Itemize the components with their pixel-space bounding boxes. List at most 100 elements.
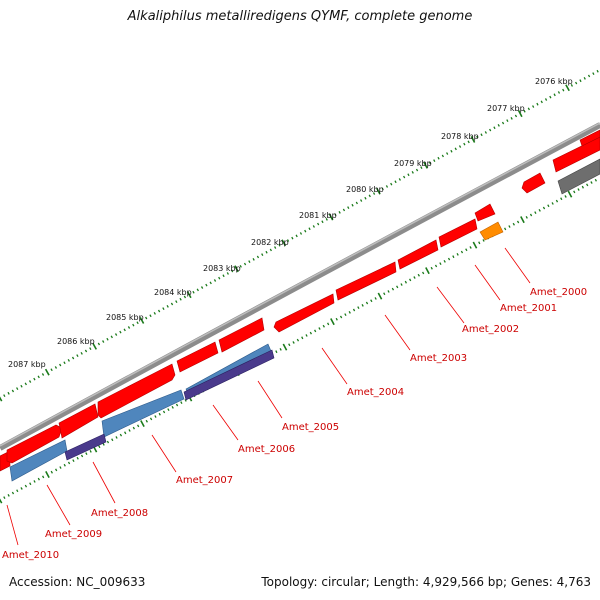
inner-scale-tick xyxy=(42,475,45,479)
inner-scale-tick xyxy=(472,241,478,249)
inner-scale-tick xyxy=(361,303,364,307)
outer-scale-tick xyxy=(213,279,217,282)
outer-scale-tick xyxy=(239,264,242,268)
leader-amet-2008 xyxy=(92,461,116,504)
inner-scale-tick xyxy=(180,401,183,405)
outer-scale-tick xyxy=(291,236,294,240)
outer-scale-tick xyxy=(20,384,23,388)
inner-scale-tick xyxy=(128,429,131,432)
inner-scale-tick xyxy=(409,278,412,282)
inner-scale-tick xyxy=(456,252,459,256)
outer-scale-tick xyxy=(480,133,483,137)
outer-scale-tick xyxy=(11,389,15,393)
outer-scale-tick xyxy=(139,317,145,324)
outer-scale-tick xyxy=(209,281,212,285)
inner-scale-tick xyxy=(292,341,295,344)
gene-right-1 xyxy=(521,172,546,194)
inner-scale-tick xyxy=(365,301,369,305)
inner-scale-tick xyxy=(400,283,403,286)
outer-scale-tick xyxy=(394,180,397,184)
inner-scale-tick xyxy=(443,259,446,263)
inner-scale-tick xyxy=(50,470,53,474)
gene-label-amet-2008: Amet_2008 xyxy=(91,508,148,519)
outer-scale-tick xyxy=(218,276,221,280)
outer-scale-tick xyxy=(243,262,247,266)
outer-scale-tick xyxy=(458,145,462,148)
outer-scale-tick xyxy=(375,187,381,195)
inner-scale-tick xyxy=(567,190,573,198)
outer-scale-tick xyxy=(97,342,101,346)
outer-scale-tick xyxy=(544,98,548,101)
outer-scale-tick xyxy=(261,253,264,257)
outer-scale-tick xyxy=(170,302,174,306)
gene-label-amet-2010: Amet_2010 xyxy=(2,550,59,561)
inner-scale-tick xyxy=(102,442,105,446)
outer-scale-tick xyxy=(299,232,303,235)
outer-scale-tick xyxy=(44,368,50,376)
scale-label-2078: 2078 kbp xyxy=(441,132,479,141)
accession-text: Accession: NC_009633 xyxy=(9,575,146,589)
inner-scale-tick xyxy=(55,468,58,472)
inner-scale-tick xyxy=(581,185,584,189)
outer-scale-tick xyxy=(523,109,526,113)
forward-genes xyxy=(0,129,600,472)
outer-scale-tick xyxy=(304,229,307,233)
outer-scale-tick xyxy=(24,382,27,386)
inner-scale-tick xyxy=(119,433,123,437)
inner-scale-tick xyxy=(560,197,563,201)
outer-scale-tick xyxy=(200,286,204,289)
topology-summary: Topology: circular; Length: 4,929,566 bp… xyxy=(261,575,591,589)
inner-scale-tick xyxy=(89,449,92,453)
gene-label-amet-2001: Amet_2001 xyxy=(500,303,557,314)
outer-scale-tick xyxy=(514,114,518,118)
outer-scale-tick xyxy=(575,81,578,85)
inner-scale-tick xyxy=(111,438,114,442)
inner-scale-tick xyxy=(396,285,399,289)
inner-scale-tick xyxy=(145,419,148,423)
outer-scale-tick xyxy=(342,208,346,212)
inner-scale-tick xyxy=(282,343,288,351)
outer-scale-tick xyxy=(281,239,287,247)
inner-scale-tick xyxy=(275,350,278,354)
outer-scale-tick xyxy=(364,196,367,200)
outer-scale-tick xyxy=(196,288,199,292)
outer-scale-tick xyxy=(470,136,476,143)
leader-amet-2003 xyxy=(384,314,411,351)
inner-scale-tick xyxy=(175,403,179,407)
outer-scale-tick xyxy=(54,366,58,369)
inner-scale-tick xyxy=(465,248,468,252)
outer-scale-tick xyxy=(157,309,161,313)
inner-scale-tick xyxy=(0,498,3,504)
inner-scale-tick xyxy=(124,431,127,435)
outer-scale-tick xyxy=(269,248,272,252)
outer-scale-tick xyxy=(360,199,363,202)
inner-scale-tick xyxy=(45,471,50,478)
inner-scale-tick xyxy=(564,195,567,198)
inner-scale-tick xyxy=(85,452,88,456)
inner-scale-tick xyxy=(551,202,554,205)
outer-scale-tick xyxy=(3,394,6,398)
scale-label-2079: 2079 kbp xyxy=(394,159,432,168)
inner-scale-tick xyxy=(11,491,15,495)
inner-scale-tick xyxy=(404,280,407,284)
outer-scale-tick xyxy=(127,326,131,329)
outer-scale-tick xyxy=(497,123,500,127)
outer-scale-tick xyxy=(37,375,40,379)
outer-scale-tick xyxy=(175,300,178,304)
scale-label-2081: 2081 kbp xyxy=(299,211,337,220)
outer-scale-tick xyxy=(510,116,513,120)
outer-scale-tick xyxy=(437,156,440,160)
inner-scale-tick xyxy=(344,313,347,317)
inner-scale-tick xyxy=(377,292,383,300)
inner-scale-tick xyxy=(339,315,343,319)
outer-scale-tick xyxy=(579,79,582,83)
inner-scale-tick xyxy=(158,412,161,416)
outer-scale-tick xyxy=(501,121,505,125)
outer-scale-tick xyxy=(295,234,298,238)
gene-label-amet-2006: Amet_2006 xyxy=(238,444,295,455)
outer-scale-tick xyxy=(110,335,113,339)
outer-scale-tick xyxy=(454,147,457,151)
outer-scale-tick xyxy=(583,76,586,80)
gene-amet-2003 xyxy=(335,261,397,301)
